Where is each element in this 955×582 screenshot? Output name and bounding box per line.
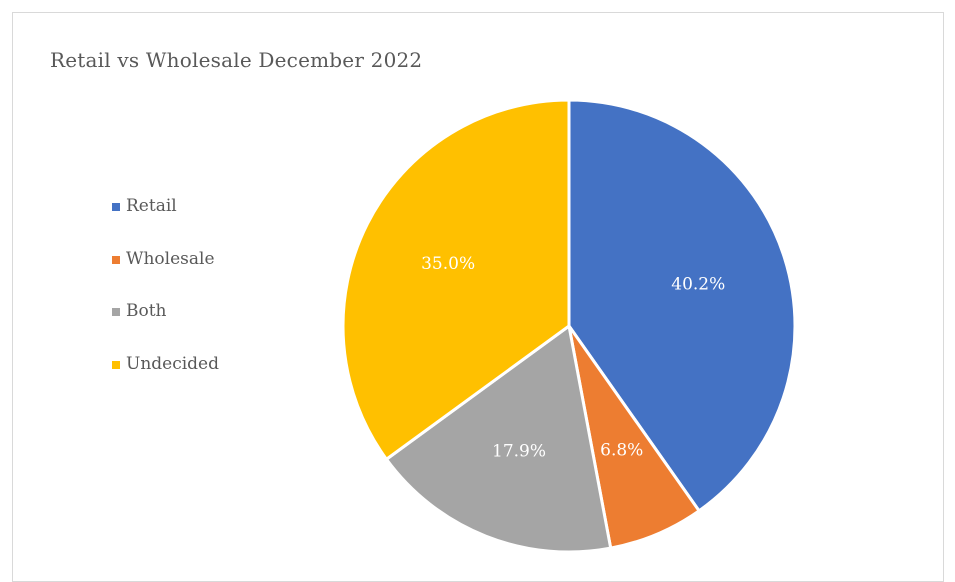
data-label-retail: 40.2%	[671, 275, 725, 295]
chart-title: Retail vs Wholesale December 2022	[50, 48, 423, 72]
legend-label-both: Both	[126, 301, 167, 322]
data-label-undecided: 35.0%	[421, 254, 475, 274]
pie-data-labels: 40.2% 6.8% 17.9% 35.0%	[421, 254, 725, 461]
legend-swatch-both	[112, 308, 120, 317]
data-label-both: 17.9%	[492, 442, 546, 462]
pie-slice-undecided	[341, 98, 571, 461]
legend-swatch-undecided	[112, 361, 120, 370]
legend-label-retail: Retail	[126, 196, 177, 216]
pie-slice-both	[384, 324, 613, 554]
pie-slices	[341, 98, 797, 554]
legend-swatch-retail	[112, 203, 120, 211]
legend-swatch-wholesale	[112, 255, 120, 264]
pie-slice-retail	[567, 98, 797, 513]
legend-label-wholesale: Wholesale	[126, 248, 215, 269]
legend-label-undecided: Undecided	[126, 354, 220, 375]
data-label-wholesale: 6.8%	[600, 440, 643, 460]
